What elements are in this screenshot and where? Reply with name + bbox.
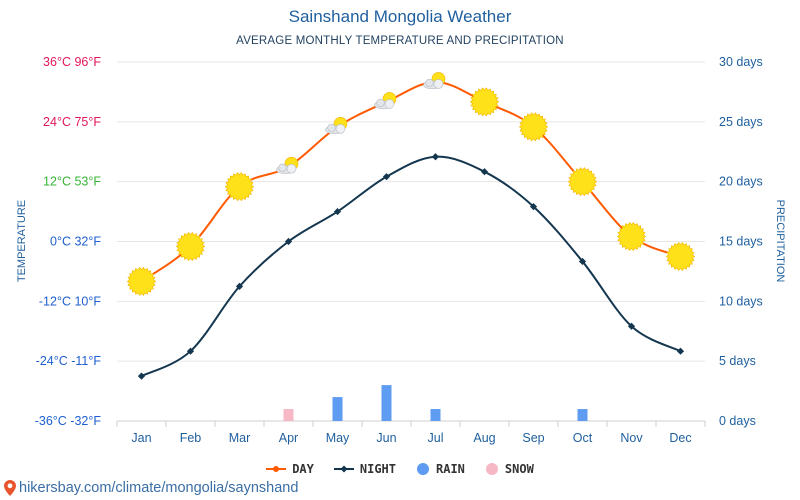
- footer-text: hikersbay.com/climate/mongolia/saynshand: [19, 480, 299, 496]
- x-tick-label: May: [326, 431, 350, 445]
- night-line-icon: [333, 465, 354, 473]
- x-tick-label: Sep: [522, 431, 544, 445]
- right-tick-label: 15 days: [719, 235, 763, 249]
- night-point: [578, 257, 587, 266]
- night-point: [480, 168, 489, 176]
- sun-icon: [567, 167, 598, 197]
- x-tick-label: Apr: [279, 431, 298, 445]
- day-line-icon: [266, 466, 287, 472]
- night-point: [284, 237, 293, 246]
- legend-day[interactable]: DAY: [266, 462, 314, 476]
- night-point: [676, 347, 685, 355]
- rain-bar: [577, 409, 588, 421]
- right-tick-label: 5 days: [719, 354, 756, 368]
- left-tick-label: -36°C -32°F: [35, 414, 102, 428]
- left-tick-label: 12°C 53°F: [43, 175, 101, 189]
- legend-rain-label: RAIN: [436, 462, 465, 476]
- snow-dot-icon: [485, 463, 498, 475]
- sun-icon: [224, 172, 255, 202]
- partly-cloudy-icon: [374, 92, 397, 110]
- partly-cloudy-icon: [276, 156, 299, 175]
- partly-cloudy-icon: [325, 117, 348, 135]
- night-point: [333, 207, 342, 216]
- x-tick-label: Oct: [573, 431, 593, 445]
- sun-icon: [616, 222, 647, 252]
- legend-night[interactable]: NIGHT: [333, 462, 396, 476]
- left-tick-label: 36°C 96°F: [43, 55, 101, 69]
- legend-snow[interactable]: SNOW: [485, 462, 534, 476]
- rain-bar: [430, 409, 441, 421]
- night-point: [627, 322, 636, 330]
- chart-legend: DAY NIGHT RAIN SNOW: [0, 462, 800, 476]
- sun-icon: [518, 112, 549, 142]
- right-tick-label: 0 days: [719, 414, 756, 428]
- sun-icon: [469, 87, 500, 117]
- night-point: [137, 372, 146, 380]
- rain-dot-icon: [417, 463, 429, 475]
- night-point: [529, 202, 538, 211]
- legend-day-label: DAY: [292, 462, 314, 476]
- right-tick-label: 25 days: [719, 115, 763, 129]
- rain-bar: [332, 397, 343, 421]
- sun-icon: [665, 241, 696, 271]
- left-tick-label: -24°C -11°F: [36, 354, 102, 368]
- legend-snow-label: SNOW: [504, 462, 534, 476]
- temperature-precipitation-chart: 36°C 96°F 24°C 75°F 12°C 53°F 0°C 32°F -12°C…: [16, 55, 786, 445]
- sun-icon: [126, 266, 157, 296]
- x-tick-label: Jan: [131, 431, 151, 445]
- snow-bar: [283, 409, 294, 421]
- map-pin-icon: [4, 480, 16, 496]
- partly-cloudy-icon: [423, 72, 446, 90]
- chart-subtitle: AVERAGE MONTHLY TEMPERATURE AND PRECIPIT…: [236, 35, 564, 47]
- night-point: [382, 173, 391, 181]
- footer-link[interactable]: hikersbay.com/climate/mongolia/saynshand: [4, 480, 298, 496]
- night-point: [235, 282, 244, 290]
- right-tick-label: 20 days: [719, 175, 763, 189]
- left-tick-label: 24°C 75°F: [43, 115, 101, 129]
- sun-icon: [175, 231, 206, 261]
- y-axis-title-left: TEMPERATURE: [16, 200, 28, 282]
- x-tick-label: Aug: [473, 431, 495, 445]
- night-point: [431, 153, 440, 161]
- x-tick-label: Dec: [669, 431, 691, 445]
- right-tick-label: 10 days: [719, 294, 763, 308]
- left-tick-label: 0°C 32°F: [50, 235, 101, 249]
- x-tick-label: Feb: [180, 431, 202, 445]
- night-point: [186, 347, 195, 355]
- legend-night-label: NIGHT: [359, 462, 396, 476]
- night-line: [141, 155, 681, 378]
- x-tick-label: Jun: [376, 431, 396, 445]
- x-tick-label: Nov: [620, 431, 643, 445]
- x-tick-label: Mar: [229, 431, 251, 445]
- left-tick-label: -12°C 10°F: [39, 294, 101, 308]
- y-axis-title-right: PRECIPITATION: [774, 200, 786, 283]
- rain-bar: [381, 385, 392, 421]
- right-tick-label: 30 days: [719, 55, 763, 69]
- legend-rain[interactable]: RAIN: [416, 462, 465, 476]
- chart-title: Sainshand Mongolia Weather: [288, 7, 512, 26]
- x-tick-label: Jul: [428, 431, 444, 445]
